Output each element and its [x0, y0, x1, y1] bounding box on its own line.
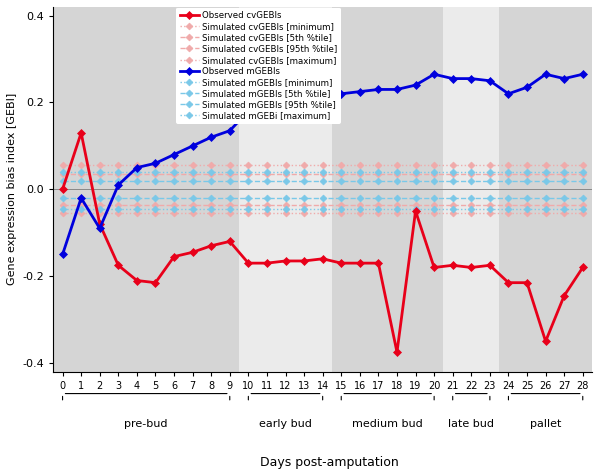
Y-axis label: Gene expression bias index [GEBI]: Gene expression bias index [GEBI]	[7, 93, 17, 285]
Text: pallet: pallet	[530, 419, 561, 429]
Bar	[53, 7, 239, 372]
Bar	[499, 7, 592, 372]
Text: pre-bud: pre-bud	[125, 419, 168, 429]
Text: late bud: late bud	[448, 419, 494, 429]
Text: Days post-amputation: Days post-amputation	[260, 456, 399, 469]
Text: medium bud: medium bud	[352, 419, 423, 429]
Bar	[332, 7, 443, 372]
Bar	[443, 7, 499, 372]
Bar	[239, 7, 332, 372]
Legend: Observed cvGEBIs, Simulated cvGEBIs [minimum], Simulated cvGEBIs [5th %tile], Si: Observed cvGEBIs, Simulated cvGEBIs [min…	[176, 8, 341, 124]
Text: early bud: early bud	[259, 419, 312, 429]
